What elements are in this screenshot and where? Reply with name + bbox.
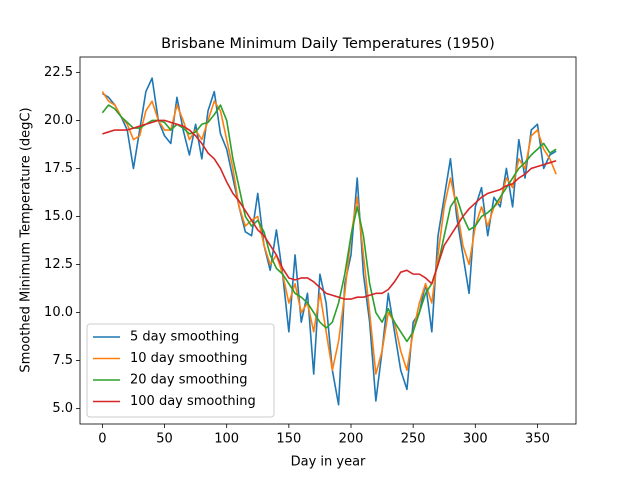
y-tick-label: 10.0 <box>44 305 73 320</box>
legend-label: 5 day smoothing <box>130 330 239 345</box>
x-tick-label: 50 <box>156 432 173 447</box>
x-tick-label: 0 <box>98 432 106 447</box>
x-tick-label: 100 <box>214 432 239 447</box>
y-axis-label: Smoothed Minimum Temperature (degC) <box>19 107 34 372</box>
y-tick-label: 5.0 <box>52 401 73 416</box>
plot-frame <box>79 56 577 425</box>
x-axis-label: Day in year <box>291 455 366 470</box>
y-tick-label: 12.5 <box>44 257 73 272</box>
y-tick-label: 15.0 <box>44 209 73 224</box>
legend-box <box>86 323 275 418</box>
x-tick-label: 350 <box>525 432 550 447</box>
x-tick-label: 250 <box>401 432 426 447</box>
legend-label: 20 day smoothing <box>130 373 248 388</box>
x-tick-label: 200 <box>339 432 364 447</box>
legend-label: 10 day smoothing <box>130 351 248 366</box>
y-tick-label: 20.0 <box>44 113 73 128</box>
x-tick-label: 150 <box>276 432 301 447</box>
legend-label: 100 day smoothing <box>130 394 256 409</box>
series-line <box>101 91 557 375</box>
y-tick-label: 7.5 <box>52 353 73 368</box>
series-line <box>101 77 557 406</box>
chart-title: Brisbane Minimum Daily Temperatures (195… <box>161 36 495 52</box>
y-tick-label: 22.5 <box>44 65 73 80</box>
y-tick-label: 17.5 <box>44 161 73 176</box>
series-line <box>102 119 557 300</box>
x-tick-label: 300 <box>463 432 488 447</box>
